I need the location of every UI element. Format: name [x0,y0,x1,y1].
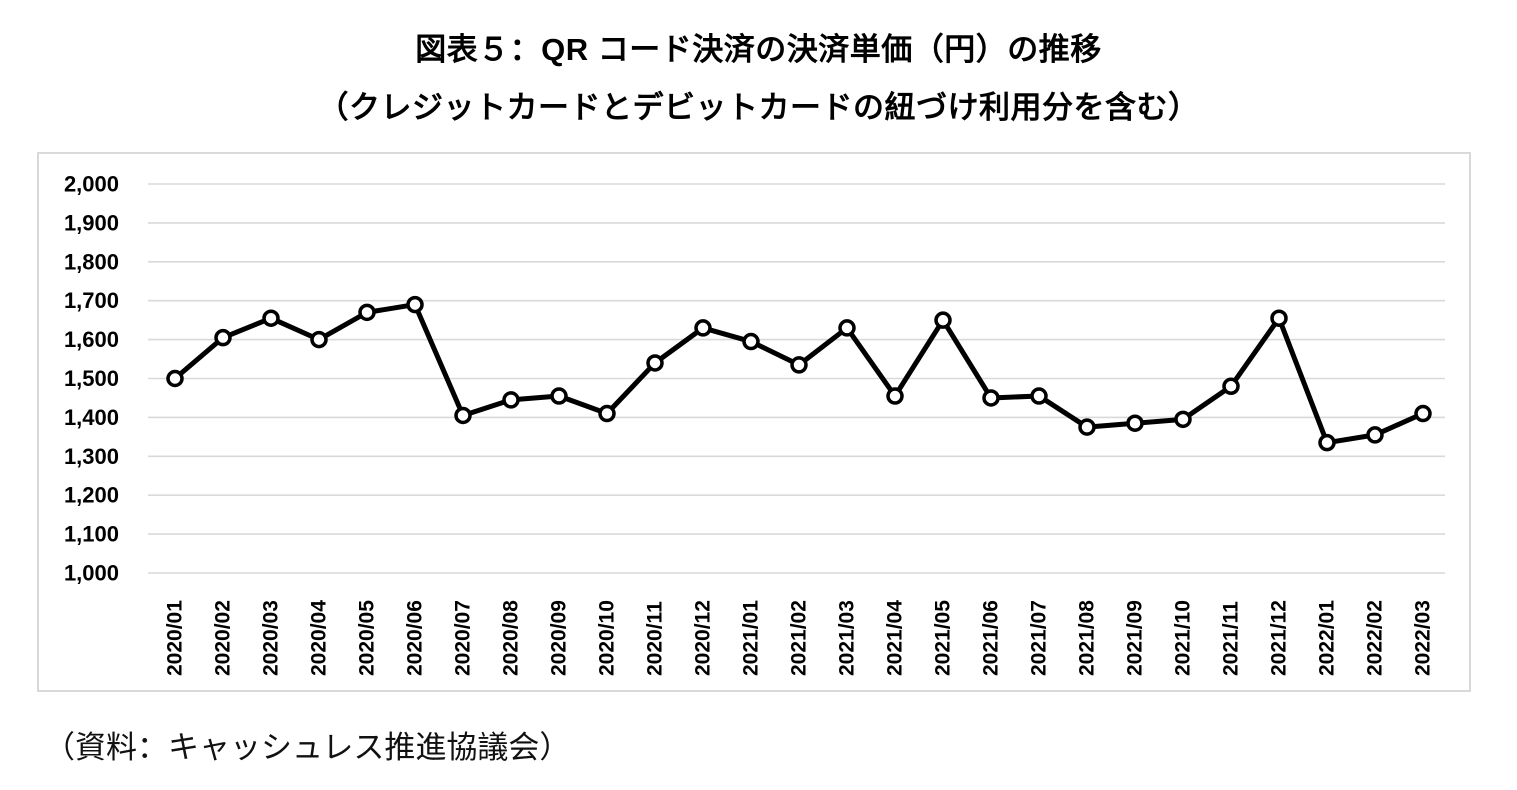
y-tick-label: 1,100 [64,522,119,547]
y-tick-label: 1,600 [64,327,119,352]
x-tick-label: 2022/01 [1316,600,1339,676]
x-tick-label: 2020/10 [596,600,619,676]
x-tick-label: 2021/11 [1220,601,1243,676]
x-tick-label: 2021/10 [1172,600,1195,676]
data-point [886,387,904,405]
data-point [262,309,280,327]
x-tick-label: 2022/02 [1364,600,1387,676]
x-tick-label: 2022/03 [1412,600,1435,676]
y-tick-label: 1,900 [64,210,119,235]
y-tick-label: 1,500 [64,366,119,391]
data-point [214,328,232,347]
data-point [166,369,184,388]
x-tick-label: 2021/08 [1076,600,1099,676]
x-tick-label: 2020/07 [452,600,475,676]
x-tick-label: 2021/05 [932,600,955,676]
x-tick-label: 2020/08 [500,600,523,676]
data-point [1030,387,1048,405]
data-point [502,391,520,409]
x-tick-label: 2020/04 [308,600,331,676]
x-tick-label: 2020/11 [644,601,667,676]
data-point [694,319,712,337]
x-tick-label: 2020/03 [260,600,283,676]
y-tick-label: 2,000 [64,172,119,197]
y-tick-label: 1,700 [64,288,119,313]
x-tick-label: 2021/04 [884,600,907,676]
y-tick-label: 1,200 [64,483,119,508]
x-tick-label: 2020/05 [356,600,379,676]
data-point [1414,404,1432,423]
y-tick-label: 1,000 [64,561,119,586]
data-point [982,389,1000,407]
x-tick-label: 2021/09 [1124,600,1147,676]
data-point [454,406,472,425]
data-point [598,404,616,423]
data-point [1174,410,1192,429]
data-point [1222,377,1240,396]
data-point [1318,433,1336,452]
data-point [406,295,424,314]
source-note: （資料：キャッシュレス推進協議会） [44,730,571,765]
chart-frame: 2,000 1,900 1,800 1,700 1,600 1,500 1,400 1,300… [37,152,1471,692]
data-point [1078,418,1096,436]
data-point [1366,426,1384,444]
data-point [646,354,664,372]
chart-title: 図表５：QR コード決済の決済単価（円）の推移 [415,32,1102,67]
x-tick-label: 2021/01 [740,600,763,676]
x-tick-label: 2020/06 [404,600,427,676]
x-tick-label: 2021/06 [980,600,1003,676]
y-tick-label: 1,800 [64,249,119,274]
data-line [172,302,1426,446]
x-tick-label: 2021/03 [836,600,859,676]
chart-subtitle: （クレジットカードとデビットカードの紐づけ利用分を含む） [317,90,1200,125]
data-point [550,387,568,405]
data-point [1270,309,1288,327]
data-point [838,319,856,337]
x-tick-label: 2020/12 [692,600,715,676]
data-point [790,356,808,374]
line-chart: 2,000 1,900 1,800 1,700 1,600 1,500 1,400 1,300… [64,172,1445,676]
x-tick-label: 2021/07 [1028,600,1051,676]
data-point [934,311,952,329]
x-tick-label: 2020/02 [212,600,235,676]
data-point [742,332,760,351]
y-tick-label: 1,300 [64,444,119,469]
x-tick-label: 2021/02 [788,600,811,676]
y-tick-label: 1,400 [64,405,119,430]
data-point [310,330,328,349]
data-point [1126,414,1144,432]
x-tick-label: 2021/12 [1268,600,1291,676]
x-tick-label: 2020/01 [164,600,187,676]
data-point [358,303,376,322]
x-tick-label: 2020/09 [548,600,571,676]
